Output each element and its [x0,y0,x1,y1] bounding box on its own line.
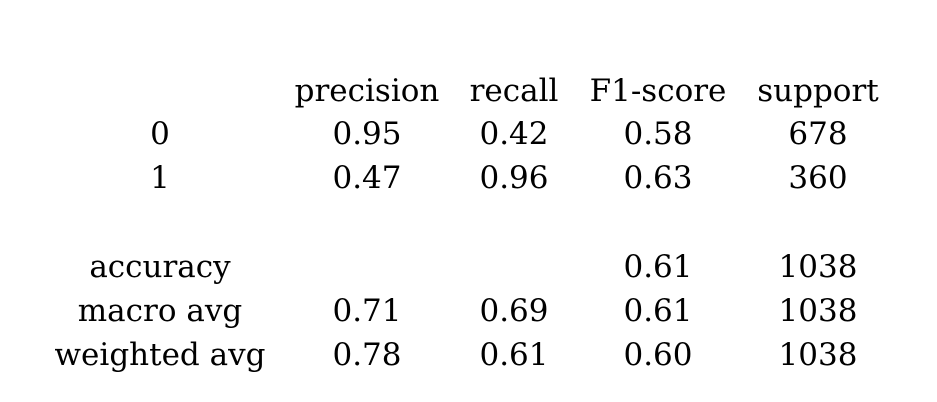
class-1-recall: 0.96 [479,160,549,196]
accuracy-support: 1038 [778,249,858,285]
class-1-support: 360 [788,160,848,196]
header-support: support [757,73,879,109]
header-precision: precision [294,73,440,109]
weighted-avg-recall: 0.61 [479,337,549,373]
weighted-avg-precision: 0.78 [332,337,402,373]
accuracy-f1: 0.61 [623,249,693,285]
macro-avg-f1: 0.61 [623,293,693,329]
row-label-class-0: 0 [150,116,170,152]
header-recall: recall [469,73,559,109]
row-label-weighted-avg: weighted avg [54,337,266,373]
class-0-support: 678 [788,116,848,152]
class-0-f1: 0.58 [623,116,693,152]
header-f1-score: F1-score [589,73,727,109]
class-1-f1: 0.63 [623,160,693,196]
macro-avg-support: 1038 [778,293,858,329]
class-1-precision: 0.47 [332,160,402,196]
macro-avg-recall: 0.69 [479,293,549,329]
row-label-accuracy: accuracy [89,249,231,285]
weighted-avg-support: 1038 [778,337,858,373]
macro-avg-precision: 0.71 [332,293,402,329]
row-label-class-1: 1 [150,160,170,196]
row-label-macro-avg: macro avg [77,293,243,329]
class-0-recall: 0.42 [479,116,549,152]
weighted-avg-f1: 0.60 [623,337,693,373]
class-0-precision: 0.95 [332,116,402,152]
